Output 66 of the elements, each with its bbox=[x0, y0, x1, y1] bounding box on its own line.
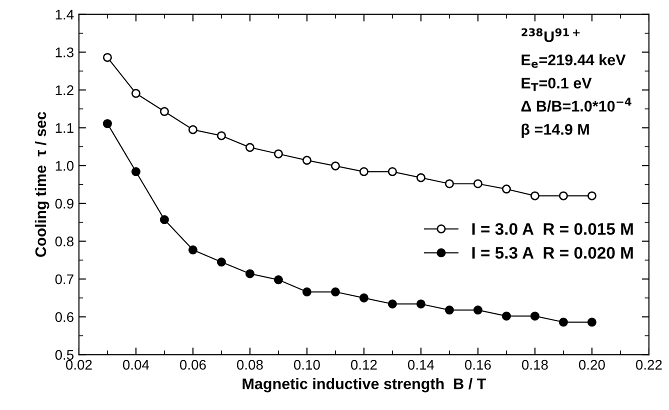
point bbox=[530, 312, 540, 321]
annotation: $^{238}$U$^{91+}$ bbox=[522, 28, 580, 42]
y-tick-label: 0.8 bbox=[55, 236, 74, 246]
x-tick-label: 0.10 bbox=[294, 360, 320, 370]
point bbox=[216, 131, 226, 140]
y-tick-label: 0.7 bbox=[55, 274, 74, 284]
y-tick-label: 0.9 bbox=[55, 198, 74, 209]
y-tick-label: 1.4 bbox=[56, 10, 74, 20]
point bbox=[245, 269, 254, 278]
point bbox=[388, 167, 397, 176]
point bbox=[416, 173, 426, 182]
point bbox=[359, 293, 368, 302]
y-tick-label: 0.6 bbox=[55, 312, 74, 322]
point bbox=[530, 191, 540, 200]
point bbox=[444, 179, 454, 188]
x-tick-label: 0.12 bbox=[350, 360, 377, 370]
point bbox=[160, 215, 169, 224]
x-tick-label: 0.02 bbox=[66, 360, 92, 370]
point bbox=[330, 161, 340, 170]
x-tick-label: 0.18 bbox=[522, 360, 548, 370]
x-tick-label: 0.22 bbox=[636, 360, 662, 370]
point bbox=[274, 149, 283, 158]
point bbox=[131, 88, 140, 98]
point bbox=[274, 275, 283, 284]
point bbox=[188, 245, 198, 254]
y-tick-label: 0.5 bbox=[55, 350, 74, 360]
point bbox=[502, 312, 511, 321]
point bbox=[131, 167, 140, 176]
x-tick-label: 0.20 bbox=[578, 360, 605, 370]
point bbox=[558, 191, 568, 200]
annotation: Δ B/B=1.0*10$^{−4}$ bbox=[521, 98, 632, 112]
point bbox=[245, 142, 254, 152]
point bbox=[160, 107, 169, 116]
point bbox=[444, 306, 454, 315]
y-tick-label: 1.3 bbox=[56, 47, 74, 58]
y-tick-label: 1.0 bbox=[56, 160, 74, 171]
annotation: E$_{T}$=0.1 eV bbox=[522, 78, 592, 91]
point bbox=[558, 318, 568, 327]
point bbox=[302, 287, 312, 296]
annotation: β =14.9 M bbox=[522, 124, 589, 138]
x-tick-label: 0.04 bbox=[122, 360, 150, 370]
point bbox=[473, 179, 482, 188]
x-tick-label: 0.06 bbox=[180, 360, 206, 370]
y-axis-title: Cooling time τ / sec bbox=[34, 112, 50, 257]
point bbox=[102, 119, 112, 128]
point bbox=[473, 306, 482, 315]
point bbox=[188, 125, 198, 134]
legend-label: I = 3.0 A R = 0.015 M bbox=[472, 223, 633, 235]
y-tick-label: 1.1 bbox=[56, 123, 74, 133]
point bbox=[587, 318, 596, 327]
point bbox=[587, 191, 596, 200]
point bbox=[330, 287, 340, 296]
x-tick-label: 0.08 bbox=[236, 360, 263, 370]
point bbox=[416, 299, 426, 308]
x-tick-label: 0.14 bbox=[408, 360, 434, 370]
point bbox=[216, 258, 226, 267]
point bbox=[102, 52, 112, 62]
x-axis-title: Magnetic inductive strength B / T bbox=[242, 378, 486, 392]
point bbox=[502, 184, 511, 194]
point bbox=[359, 167, 368, 176]
y-tick-label: 1.2 bbox=[56, 85, 74, 96]
annotation: E$_{e}$=219.44 keV bbox=[522, 54, 626, 68]
legend-label: I = 5.3 A R = 0.020 M bbox=[472, 246, 633, 259]
x-tick-label: 0.16 bbox=[464, 360, 491, 370]
point bbox=[388, 299, 397, 308]
point bbox=[302, 156, 312, 165]
